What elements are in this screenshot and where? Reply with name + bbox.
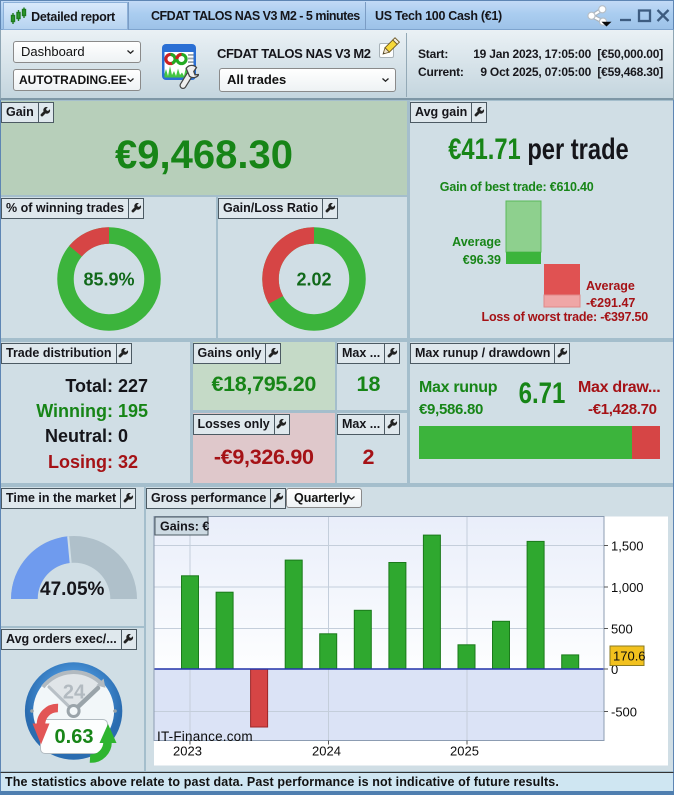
- svg-text:170.6: 170.6: [613, 648, 646, 663]
- svg-text:1,500: 1,500: [611, 538, 644, 553]
- svg-text:-500: -500: [611, 704, 637, 719]
- svg-text:2025: 2025: [450, 743, 479, 758]
- svg-text:0: 0: [611, 662, 618, 677]
- svg-text:500: 500: [611, 621, 633, 636]
- svg-text:2.02: 2.02: [296, 270, 331, 290]
- svg-text:2023: 2023: [173, 743, 202, 758]
- svg-text:1,000: 1,000: [611, 580, 644, 595]
- svg-text:IT-Finance.com: IT-Finance.com: [157, 729, 253, 744]
- svg-text:85.9%: 85.9%: [83, 270, 134, 290]
- svg-text:24: 24: [63, 682, 86, 704]
- svg-text:2024: 2024: [312, 743, 341, 758]
- svg-text:Gains: €: Gains: €: [160, 519, 209, 533]
